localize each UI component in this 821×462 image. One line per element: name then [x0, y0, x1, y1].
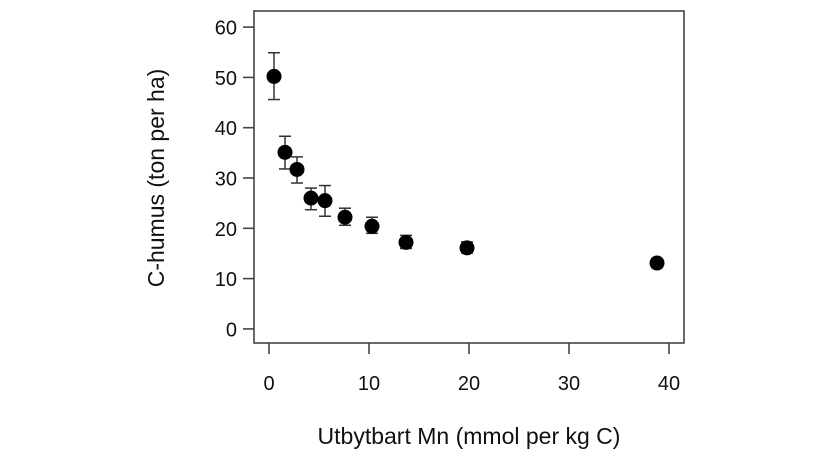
- plot-area-frame: [253, 10, 685, 344]
- data-point: [303, 187, 319, 211]
- y-axis: 0 10 20 30 40 50 60: [215, 18, 254, 341]
- marker-circle: [364, 218, 380, 234]
- x-tick-label: 20: [458, 373, 480, 395]
- x-tick-label: 30: [558, 373, 580, 395]
- marker-circle: [459, 240, 475, 256]
- y-tick-label: 60: [215, 18, 237, 40]
- x-axis: 0 10 20 30 40: [263, 343, 680, 395]
- marker-circle: [289, 161, 305, 177]
- y-tick-label: 0: [226, 319, 237, 341]
- marker-circle: [337, 209, 353, 225]
- data-point: [337, 207, 353, 227]
- x-tick-label: 40: [658, 373, 680, 395]
- data-point: [277, 135, 293, 170]
- y-tick-label: 40: [215, 118, 237, 140]
- data-points: [266, 52, 665, 271]
- marker-circle: [277, 144, 293, 160]
- data-point: [398, 234, 414, 250]
- marker-circle: [398, 234, 414, 250]
- x-tick-label: 10: [358, 373, 380, 395]
- marker-circle: [303, 190, 319, 206]
- y-tick-label: 50: [215, 68, 237, 90]
- y-tick-label: 20: [215, 219, 237, 241]
- marker-circle: [266, 68, 282, 84]
- data-point: [364, 216, 380, 235]
- marker-circle: [649, 255, 665, 271]
- x-tick-label: 0: [263, 373, 274, 395]
- data-point: [289, 156, 305, 184]
- data-point: [459, 240, 475, 256]
- marker-circle: [317, 193, 333, 209]
- y-tick-label: 30: [215, 169, 237, 191]
- y-tick-label: 10: [215, 269, 237, 291]
- data-point: [266, 52, 282, 101]
- data-point: [649, 255, 665, 271]
- data-point: [317, 184, 333, 217]
- y-axis-label: C-humus (ton per ha): [143, 69, 169, 288]
- x-axis-label: Utbytbart Mn (mmol per kg C): [318, 423, 621, 449]
- plot-frame: [253, 10, 685, 344]
